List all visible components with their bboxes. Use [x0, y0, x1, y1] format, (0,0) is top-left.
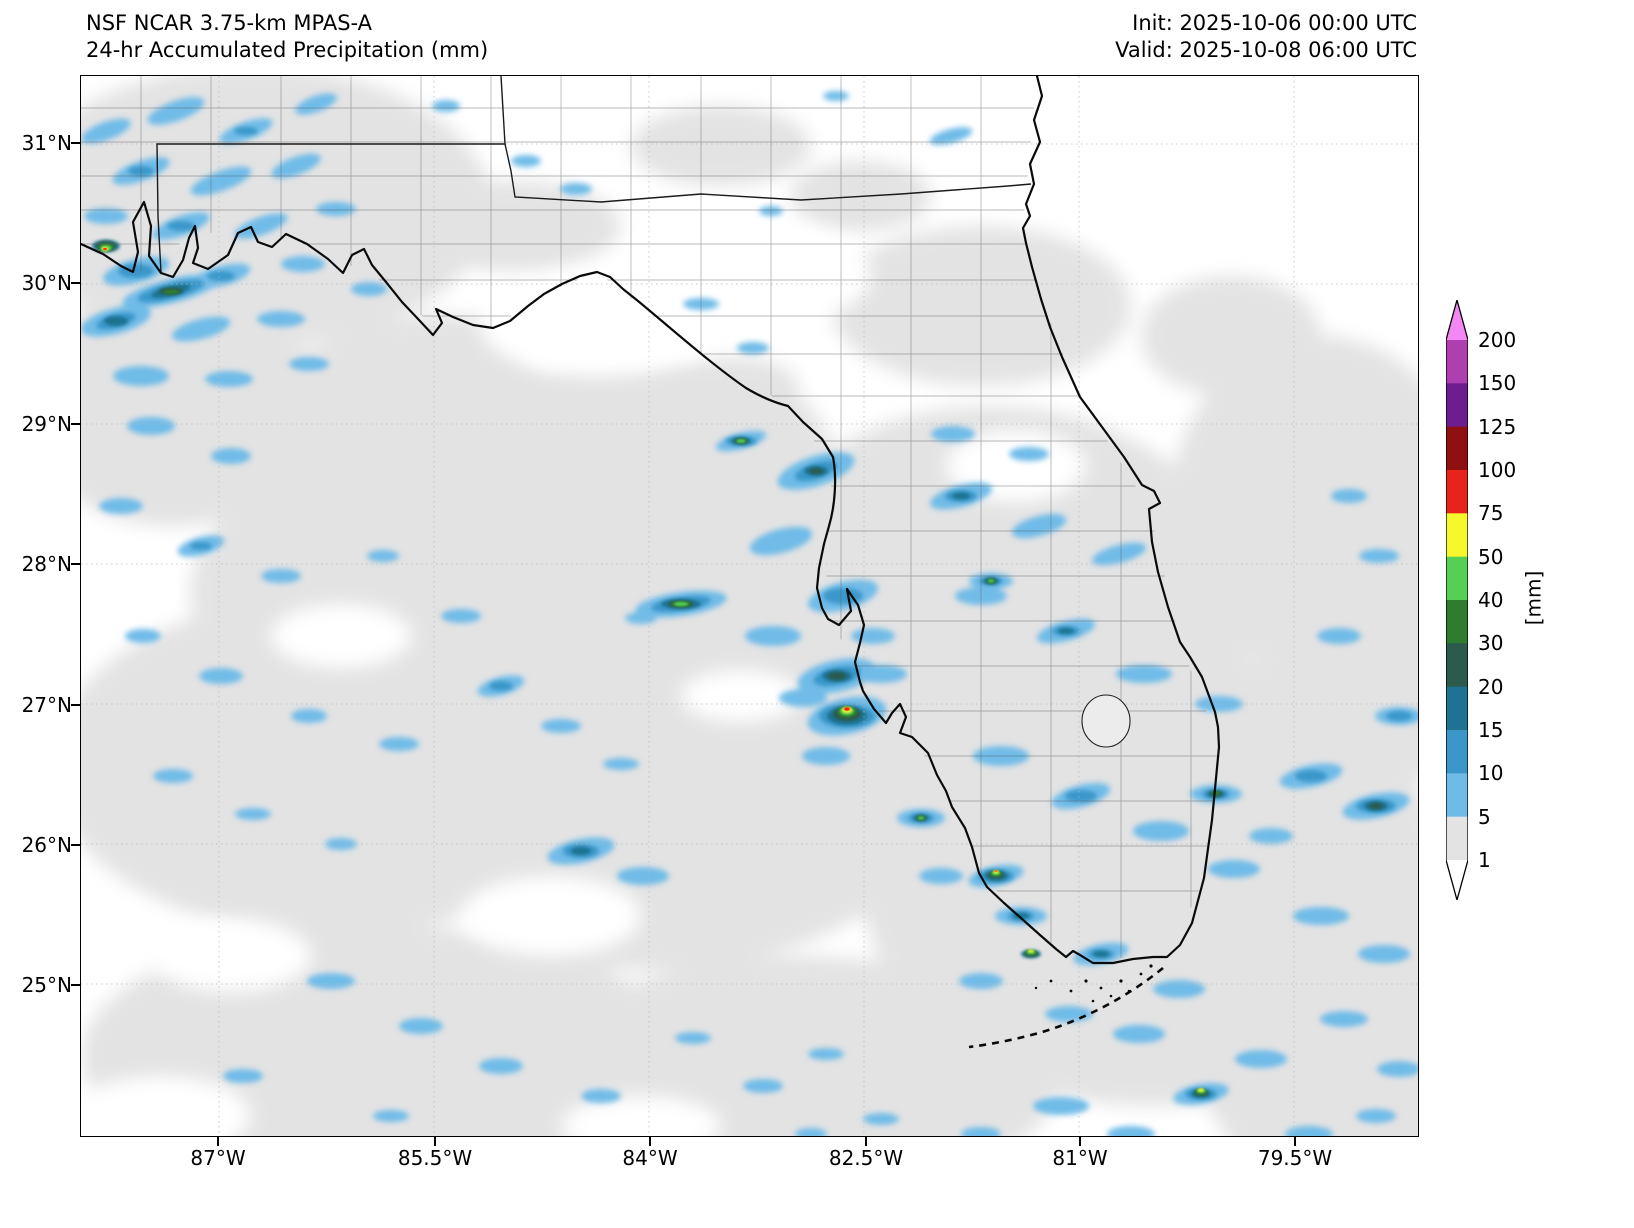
dry-gaps-layer — [81, 231, 1086, 1136]
colorbar-swatches — [1445, 297, 1469, 903]
lat-label-28n: 28°N — [21, 552, 72, 576]
cb-level-30: 30 — [1478, 631, 1504, 655]
cb-level-15: 15 — [1478, 718, 1504, 742]
lat-tick — [71, 423, 80, 425]
product-title: 24-hr Accumulated Precipitation (mm) — [86, 38, 489, 62]
precip-max-cores — [102, 247, 998, 872]
lon-label-795w: 79.5°W — [1257, 1146, 1333, 1170]
lat-tick — [71, 282, 80, 284]
figure-title-block: NSF NCAR 3.75-km MPAS-A 24-hr Accumulate… — [86, 10, 488, 64]
cb-level-75: 75 — [1478, 501, 1504, 525]
map-canvas — [80, 75, 1419, 1137]
lon-tick — [217, 1137, 219, 1146]
lat-label-25n: 25°N — [21, 973, 72, 997]
lon-tick — [434, 1137, 436, 1146]
lat-tick — [71, 844, 80, 846]
lon-label-825w: 82.5°W — [828, 1146, 904, 1170]
lake-okeechobee — [1081, 694, 1131, 748]
cb-level-20: 20 — [1478, 675, 1504, 699]
cb-level-40: 40 — [1478, 588, 1504, 612]
cb-level-10: 10 — [1478, 761, 1504, 785]
lon-label-81w: 81°W — [1052, 1146, 1108, 1170]
lat-tick — [71, 984, 80, 986]
lat-label-26n: 26°N — [21, 833, 72, 857]
cb-level-100: 100 — [1478, 458, 1517, 482]
coastline — [81, 76, 1221, 965]
lon-label-87w: 87°W — [190, 1146, 246, 1170]
state-borders — [156, 76, 1032, 274]
lon-tick — [1294, 1137, 1296, 1146]
lat-tick — [71, 704, 80, 706]
init-time: Init: 2025-10-06 00:00 UTC — [1132, 11, 1417, 35]
lon-tick — [1079, 1137, 1081, 1146]
florida-keys — [968, 966, 1164, 1049]
run-time-block: Init: 2025-10-06 00:00 UTC Valid: 2025-1… — [1115, 10, 1417, 64]
lon-tick — [865, 1137, 867, 1146]
cb-level-50: 50 — [1478, 545, 1504, 569]
colorbar-unit-label: [mm] — [1521, 570, 1546, 626]
lat-tick — [71, 142, 80, 144]
keys-islets — [1034, 964, 1153, 1003]
lat-label-29n: 29°N — [21, 412, 72, 436]
lon-tick — [649, 1137, 651, 1146]
cb-level-200: 200 — [1478, 328, 1517, 352]
precipitation-map — [81, 76, 1418, 1136]
lon-label-84w: 84°W — [622, 1146, 678, 1170]
graticule — [81, 76, 1418, 1136]
lat-label-27n: 27°N — [21, 693, 72, 717]
lat-tick — [71, 563, 80, 565]
colorbar — [1445, 297, 1469, 903]
cb-level-1: 1 — [1478, 848, 1491, 872]
cb-level-125: 125 — [1478, 415, 1517, 439]
valid-time: Valid: 2025-10-08 06:00 UTC — [1115, 38, 1417, 62]
lon-label-855w: 85.5°W — [397, 1146, 473, 1170]
model-title: NSF NCAR 3.75-km MPAS-A — [86, 11, 373, 35]
cb-level-5: 5 — [1478, 805, 1491, 829]
cb-level-150: 150 — [1478, 371, 1517, 395]
lat-label-30n: 30°N — [21, 271, 72, 295]
lat-label-31n: 31°N — [21, 131, 72, 155]
